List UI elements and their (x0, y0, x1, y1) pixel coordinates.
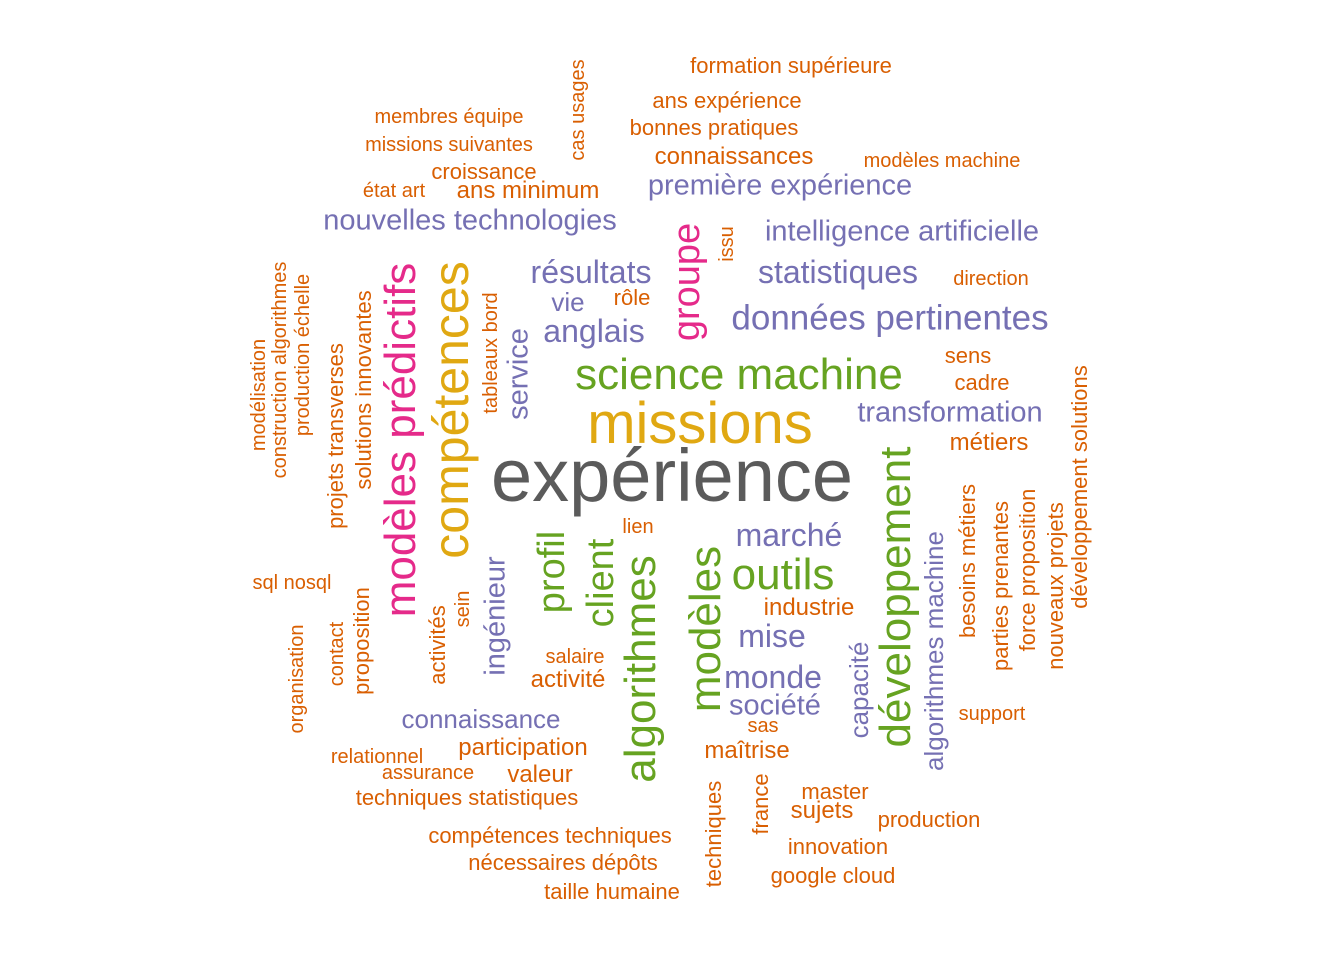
word: statistiques (757, 254, 919, 290)
word: anglais (543, 313, 645, 349)
word: outils (731, 550, 835, 599)
word: france (748, 773, 773, 835)
word: support (958, 703, 1026, 725)
word: service (502, 328, 535, 420)
word: marché (735, 517, 843, 553)
word: première expérience (647, 169, 913, 202)
word: résultats (530, 254, 652, 290)
word: google cloud (770, 863, 896, 888)
word: vie (551, 287, 585, 317)
word: modèles (681, 545, 730, 713)
word: développement solutions (1067, 365, 1092, 609)
word: master (801, 779, 869, 804)
word: expérience (490, 434, 854, 517)
word: nouvelles technologies (323, 204, 617, 237)
word: ans expérience (652, 88, 802, 113)
word: sujets (790, 797, 854, 824)
word: ans minimum (456, 177, 600, 204)
word: données pertinentes (731, 298, 1049, 338)
word: missions (587, 391, 813, 456)
word: état art (362, 180, 426, 202)
word: tableaux bord (480, 292, 502, 414)
word: mise (738, 618, 806, 654)
word: maîtrise (704, 737, 790, 764)
word: modèles prédictifs (376, 262, 425, 618)
word: intelligence artificielle (764, 215, 1040, 248)
word: sein (452, 590, 474, 628)
word: développement (871, 446, 920, 748)
word: bonnes pratiques (629, 115, 799, 140)
word: taille humaine (544, 879, 680, 904)
word: missions suivantes (365, 134, 533, 156)
word: nécessaires dépôts (468, 850, 658, 875)
word: assurance (381, 762, 475, 784)
word: solutions innovantes (351, 290, 376, 490)
word: sas (747, 715, 779, 737)
word: algorithmes (616, 555, 665, 783)
word: métiers (949, 429, 1029, 456)
word: activités (425, 605, 450, 685)
word: cadre (954, 370, 1010, 395)
word: techniques statistiques (355, 785, 579, 810)
word: compétences techniques (428, 823, 672, 848)
word: industrie (763, 594, 855, 621)
word: besoins métiers (955, 483, 980, 639)
word: formation supérieure (690, 53, 892, 78)
word: profil (531, 530, 573, 614)
word: monde (724, 659, 822, 695)
word: lien (622, 516, 654, 538)
word: connaissance (401, 704, 561, 734)
word: sens (944, 343, 992, 368)
word: parties prenantes (988, 501, 1013, 671)
word: modélisation (248, 338, 270, 452)
word: transformation (857, 396, 1043, 429)
word: force proposition (1015, 488, 1040, 652)
word: nouveaux projets (1043, 502, 1068, 670)
word: organisation (286, 624, 308, 734)
word: participation (458, 734, 588, 761)
word: activité (530, 666, 606, 693)
word: croissance (431, 159, 537, 184)
word: production (877, 807, 981, 832)
word: groupe (666, 222, 708, 342)
word: membres équipe (374, 106, 524, 128)
word: projets transverses (323, 343, 348, 529)
word: capacité (844, 641, 874, 739)
word: proposition (349, 587, 374, 695)
word: sql nosql (252, 572, 332, 594)
word: connaissances (654, 143, 814, 170)
word: rôle (613, 285, 651, 310)
word: compétences (423, 261, 479, 559)
word: ingénieur (479, 556, 512, 676)
word: direction (953, 268, 1029, 290)
word: modèles machine (863, 150, 1021, 172)
word: salaire (545, 646, 605, 668)
word: production échelle (292, 273, 314, 437)
word: science machine (575, 350, 903, 399)
word: construction algorithmes (269, 261, 291, 479)
word: cas usages (567, 59, 589, 161)
word: issu (716, 226, 738, 262)
word: société (729, 689, 821, 722)
word: relationnel (330, 746, 424, 768)
word: innovation (787, 834, 889, 859)
word: valeur (507, 761, 573, 788)
word: contact (326, 621, 348, 687)
word: client (580, 538, 622, 628)
word: algorithmes machine (919, 531, 949, 771)
word: techniques (701, 780, 726, 888)
